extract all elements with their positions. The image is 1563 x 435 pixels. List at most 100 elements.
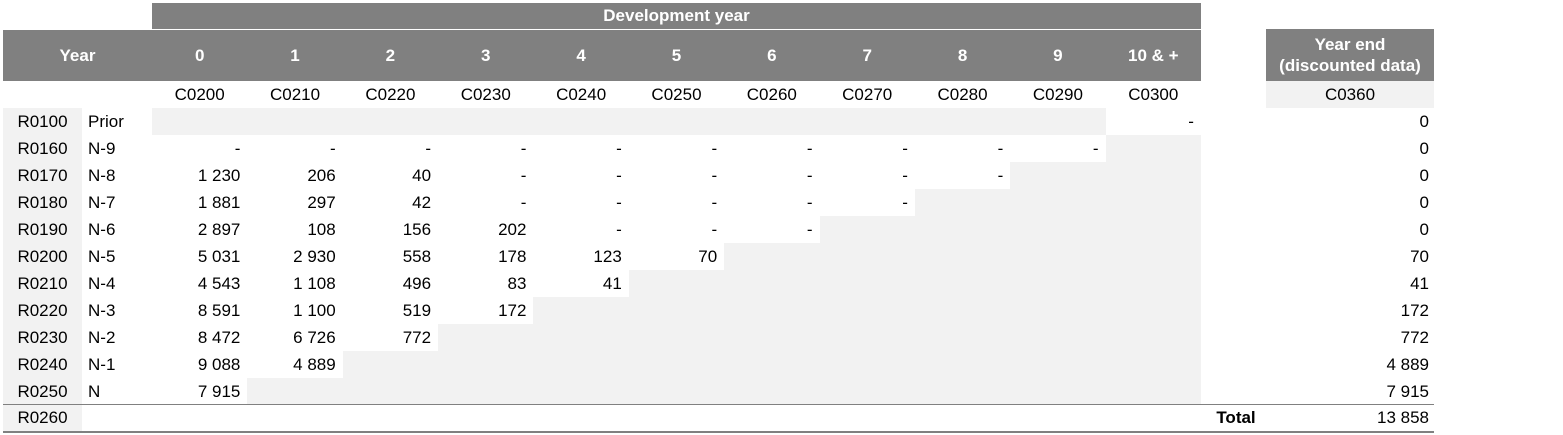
triangle-cell: -: [533, 216, 629, 243]
row-code: R0230: [3, 324, 82, 351]
triangle-cell: [1105, 324, 1201, 351]
triangle-cell: 178: [438, 243, 534, 270]
triangle-cell: 2 930: [247, 243, 343, 270]
year-end-value: 0: [1419, 219, 1429, 239]
triangle-cell: [152, 108, 248, 135]
triangle-cell: [724, 297, 820, 324]
triangle-cell: [342, 378, 439, 405]
triangle-cell: [819, 324, 915, 351]
triangle-cell: [533, 108, 629, 135]
triangle-cell: 8 591: [152, 297, 248, 324]
development-year-header: Development year: [152, 3, 1201, 29]
triangle-cell: -: [628, 216, 725, 243]
triangle-cell: [914, 351, 1011, 378]
triangle-cell: [819, 216, 915, 243]
triangle-cell: [1105, 216, 1201, 243]
triangle-cell: [914, 108, 1011, 135]
triangle-cell: [628, 270, 725, 297]
dev-year-header-1: 1: [290, 46, 300, 65]
triangle-cell: 1 100: [247, 297, 343, 324]
triangle-cell: [724, 324, 820, 351]
triangle-cell: 1 230: [152, 162, 248, 189]
triangle-cell: [1010, 162, 1106, 189]
triangle-cell: -: [342, 135, 439, 162]
row-label: Prior: [82, 108, 152, 135]
column-code-6: C0260: [724, 81, 820, 108]
dev-year-header-3: 3: [481, 46, 491, 65]
year-end-value: 0: [1419, 165, 1429, 185]
dev-year-header-10: 10 & +: [1127, 46, 1179, 65]
triangle-cell: [628, 108, 725, 135]
triangle-cell: [724, 108, 820, 135]
year-column-header: Year: [59, 46, 96, 65]
triangle-cell: [1105, 189, 1201, 216]
row-label: N-9: [82, 135, 152, 162]
row-code: R0240: [3, 351, 82, 378]
triangle-cell: [914, 189, 1011, 216]
triangle-cell: [914, 378, 1011, 405]
triangle-cell: 41: [533, 270, 629, 297]
triangle-cell: [819, 351, 915, 378]
triangle-cell: [1010, 270, 1106, 297]
column-code-8: C0280: [914, 81, 1011, 108]
triangle-cell: [247, 108, 343, 135]
triangle-cell: 1 881: [152, 189, 248, 216]
dev-year-header-5: 5: [671, 46, 682, 65]
triangle-cell: -: [628, 162, 725, 189]
total-separator: [3, 404, 1434, 405]
triangle-cell: [724, 270, 820, 297]
year-end-header: Year end (discounted data): [1266, 29, 1434, 81]
triangle-cell: -: [152, 135, 248, 162]
row-code: R0220: [3, 297, 82, 324]
triangle-cell: [914, 297, 1011, 324]
total-value: 13 858: [1377, 408, 1429, 427]
triangle-cell: -: [438, 135, 534, 162]
triangle-cell: [533, 378, 629, 405]
row-label: N-7: [82, 189, 152, 216]
triangle-cell: 496: [342, 270, 439, 297]
triangle-cell: -: [628, 135, 725, 162]
year-end-value: 0: [1419, 192, 1429, 212]
triangle-cell: [628, 378, 725, 405]
triangle-cell: -: [438, 162, 534, 189]
triangle-cell: 123: [533, 243, 629, 270]
row-code: R0190: [3, 216, 82, 243]
row-label: N-6: [82, 216, 152, 243]
column-header-row: Year 0 1 2 3 4 5 6 7 8 9 10 & +: [3, 29, 1201, 81]
triangle-cell: 519: [342, 297, 439, 324]
triangle-cell: [1105, 162, 1201, 189]
row-code: R0170: [3, 162, 82, 189]
triangle-cell: -: [819, 135, 915, 162]
year-end-value: 772: [1400, 327, 1429, 347]
triangle-cell: 7 915: [152, 378, 248, 405]
triangle-cell: 172: [438, 297, 534, 324]
triangle-cell: 108: [247, 216, 343, 243]
triangle-cell: [628, 297, 725, 324]
triangle-cell: [533, 351, 629, 378]
column-code-9: C0290: [1010, 81, 1106, 108]
triangle-cell: [342, 351, 439, 378]
dev-year-header-6: 6: [767, 46, 777, 65]
total-label: Total: [1216, 408, 1256, 427]
triangle-cell: -: [1010, 135, 1106, 162]
dev-year-header-7: 7: [862, 46, 872, 65]
triangle-cell: [247, 378, 343, 405]
triangle-cell: [914, 243, 1011, 270]
triangle-cell: -: [438, 189, 534, 216]
total-row-code: R0260: [3, 405, 82, 431]
triangle-cell: 202: [438, 216, 534, 243]
triangle-cell: [1105, 270, 1201, 297]
triangle-cell: -: [724, 162, 820, 189]
triangle-cell: -: [724, 189, 820, 216]
triangle-cell: [819, 243, 915, 270]
triangle-cell: [1010, 378, 1106, 405]
triangle-cell: [1010, 216, 1106, 243]
dev-year-header-2: 2: [385, 46, 396, 65]
triangle-cell: 83: [438, 270, 534, 297]
triangle-cell: [1105, 297, 1201, 324]
triangle-cell: 1 108: [247, 270, 343, 297]
triangle-cell: -: [628, 189, 725, 216]
triangle-cell: -: [533, 189, 629, 216]
triangle-cell: 9 088: [152, 351, 248, 378]
triangle-cell: [1105, 351, 1201, 378]
